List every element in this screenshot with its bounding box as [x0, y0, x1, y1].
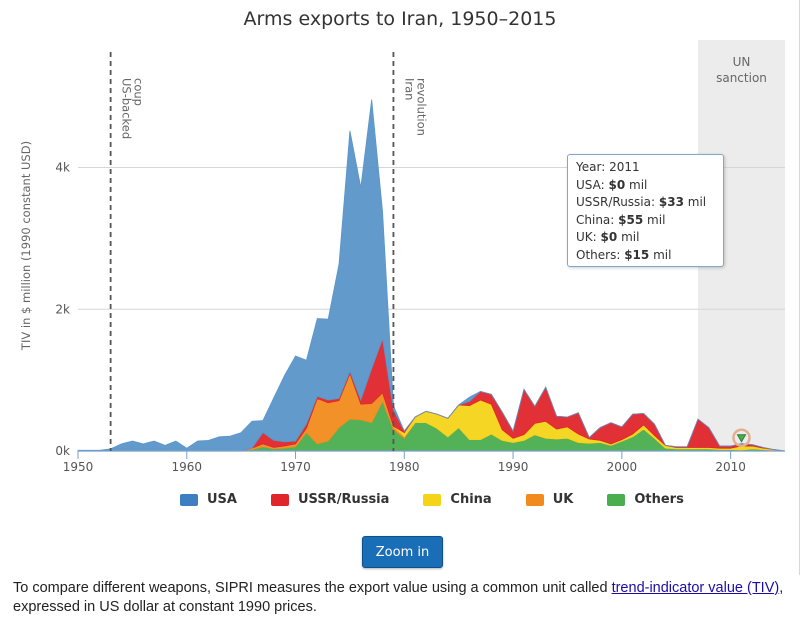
y-axis-title: TIV in $ million (1990 constant USD) — [19, 141, 33, 351]
tooltip-row-usa: USA: $0 mil — [576, 177, 715, 195]
hover-marker — [736, 434, 747, 443]
tooltip-year-row: Year: 2011 — [576, 159, 715, 177]
legend-item-uk[interactable]: UK — [525, 492, 574, 507]
tooltip-row-uk: UK: $0 mil — [576, 229, 715, 247]
tooltip-value: $33 — [658, 195, 684, 209]
chart-tooltip: Year: 2011 USA: $0 mil USSR/Russia: $33 … — [567, 154, 724, 267]
footer-note: To compare different weapons, SIPRI meas… — [13, 579, 788, 617]
tiv-link[interactable]: trend-indicator value (TIV) — [611, 580, 780, 596]
y-tick-label: 2k — [55, 302, 70, 316]
y-tick-label: 0k — [55, 444, 70, 458]
tooltip-label: USA: — [576, 177, 605, 192]
tooltip-label: Others: — [576, 247, 621, 262]
tooltip-year-label: Year: — [576, 160, 606, 174]
legend-item-china[interactable]: China — [423, 492, 492, 507]
tooltip-value: $0 — [608, 177, 626, 192]
plot-line-label: Iranrevolution — [402, 78, 428, 136]
tooltip-unit: mil — [653, 247, 672, 262]
tooltip-value: $55 — [618, 212, 644, 227]
tooltip-unit: mil — [629, 177, 648, 192]
legend-swatch — [607, 493, 626, 506]
chart-legend: USA USSR/Russia China UK Others — [180, 492, 718, 507]
legend-label: China — [450, 492, 492, 507]
tooltip-unit: mil — [647, 212, 666, 227]
legend-swatch — [525, 493, 544, 506]
tooltip-value: $15 — [624, 247, 650, 262]
x-tick-label: 1990 — [498, 460, 529, 474]
zoom-in-button[interactable]: Zoom in — [362, 536, 443, 568]
legend-label: Others — [634, 492, 684, 507]
legend-item-ussr-russia[interactable]: USSR/Russia — [270, 492, 390, 507]
tooltip-row-others: Others: $15 mil — [576, 247, 715, 265]
tooltip-unit: mil — [687, 195, 707, 209]
x-tick-label: 1970 — [280, 460, 311, 474]
legend-label: USA — [207, 492, 237, 507]
tooltip-unit: mil — [621, 230, 640, 244]
legend-swatch — [180, 493, 198, 506]
tooltip-label: USSR/Russia: — [576, 195, 656, 209]
area-series-usa — [77, 99, 786, 452]
legend-item-others[interactable]: Others — [607, 492, 684, 507]
legend-swatch — [270, 493, 289, 506]
legend-swatch — [423, 493, 442, 506]
footer-text: To compare different weapons, SIPRI meas… — [13, 580, 612, 596]
area-series-others — [78, 400, 786, 452]
x-tick-label: 1960 — [171, 460, 202, 474]
chart-title: Arms exports to Iran, 1950–2015 — [243, 8, 557, 30]
tooltip-value: $0 — [600, 230, 618, 244]
tooltip-year-value: 2011 — [609, 160, 640, 174]
plot-line-label: US-backedcoup — [120, 78, 146, 139]
plot-band-label: UN sanction — [716, 55, 767, 85]
legend-label: USSR/Russia — [297, 492, 390, 507]
tooltip-row-ussr: USSR/Russia: $33 mil — [576, 194, 715, 212]
footer-text-end: , expressed in US dollar at constant 199… — [13, 580, 784, 615]
x-tick-label: 1950 — [63, 460, 94, 474]
legend-label: UK — [552, 492, 574, 507]
hover-marker-halo — [732, 428, 751, 447]
tooltip-row-china: China: $55 mil — [576, 212, 715, 230]
tooltip-label: China: — [576, 212, 615, 227]
legend-item-usa[interactable]: USA — [180, 492, 237, 507]
x-tick-label: 2000 — [607, 460, 638, 474]
tooltip-label: UK: — [576, 230, 597, 244]
y-tick-label: 4k — [55, 161, 70, 175]
x-tick-label: 1980 — [389, 460, 420, 474]
x-tick-label: 2010 — [715, 460, 746, 474]
